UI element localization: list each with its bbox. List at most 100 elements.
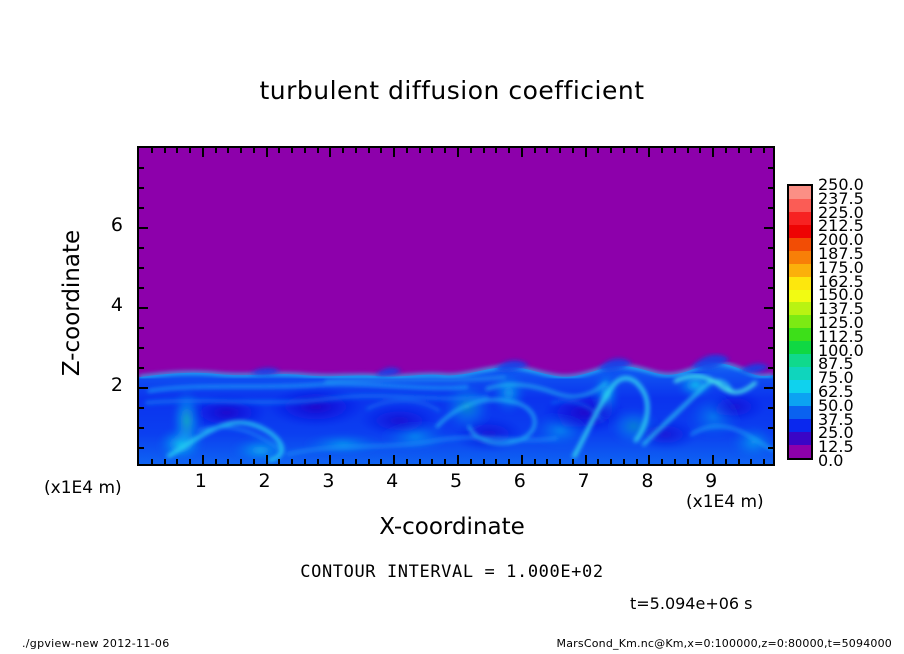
y-tick xyxy=(768,207,773,209)
y-tick-label: 6 xyxy=(110,214,123,236)
x-tick xyxy=(610,459,613,464)
x-tick-label: 3 xyxy=(322,470,335,492)
colorbar-tick-label: 237.5 xyxy=(818,188,864,208)
x-tick xyxy=(469,148,472,153)
y-tick xyxy=(139,247,144,249)
x-tick xyxy=(444,148,447,153)
x-tick-label: 2 xyxy=(258,470,271,492)
colorbar-tick-label: 175.0 xyxy=(818,257,864,277)
y-tick xyxy=(764,227,773,229)
y-tick xyxy=(768,267,773,269)
colorbar-tick-label: 225.0 xyxy=(818,202,864,222)
y-tick xyxy=(768,187,773,189)
turbulence-field-image xyxy=(139,148,773,464)
colorbar-band xyxy=(789,367,811,381)
y-tick xyxy=(139,407,144,409)
y-tick xyxy=(139,287,144,289)
x-tick xyxy=(750,148,753,153)
colorbar-band xyxy=(789,211,811,225)
y-tick xyxy=(139,307,148,309)
y-tick xyxy=(139,187,144,189)
x-tick-label: 4 xyxy=(386,470,399,492)
x-tick xyxy=(291,459,294,464)
x-tick xyxy=(533,148,536,153)
x-tick xyxy=(571,148,574,153)
colorbar-tick-label: 62.5 xyxy=(818,382,854,401)
y-tick xyxy=(768,287,773,289)
x-tick xyxy=(635,148,638,153)
page-title: turbulent diffusion coefficient xyxy=(259,76,645,105)
x-tick xyxy=(495,459,498,464)
x-tick xyxy=(405,148,408,153)
x-tick xyxy=(227,148,230,153)
x-tick xyxy=(712,455,715,464)
colorbar-band xyxy=(789,250,811,264)
x-tick xyxy=(610,148,613,153)
footer-command-label: ./gpview-new 2012-11-06 xyxy=(22,637,170,650)
colorbar-tick-label: 150.0 xyxy=(818,285,864,305)
x-tick xyxy=(150,148,153,153)
x-tick xyxy=(418,459,421,464)
x-tick xyxy=(444,459,447,464)
x-tick xyxy=(240,148,243,153)
x-tick-label: 1 xyxy=(194,470,207,492)
x-tick xyxy=(405,459,408,464)
x-tick xyxy=(763,459,766,464)
y-tick xyxy=(768,367,773,369)
y-tick xyxy=(768,327,773,329)
x-tick xyxy=(520,148,523,157)
y-tick xyxy=(768,407,773,409)
x-tick xyxy=(189,459,192,464)
x-tick xyxy=(367,459,370,464)
x-tick xyxy=(597,148,600,153)
colorbar-band xyxy=(789,444,811,458)
colorbar-band xyxy=(789,186,811,199)
x-tick-label: 9 xyxy=(705,470,718,492)
y-tick-label: 2 xyxy=(110,374,123,396)
colorbar-band xyxy=(789,418,811,432)
x-tick xyxy=(699,459,702,464)
x-tick xyxy=(699,148,702,153)
contour-plot-area[interactable] xyxy=(137,146,775,466)
x-tick xyxy=(252,459,255,464)
x-axis-unit-label: (x1E4 m) xyxy=(686,492,764,512)
x-tick xyxy=(737,459,740,464)
colorbar[interactable] xyxy=(787,184,813,460)
x-tick xyxy=(508,148,511,153)
y-tick xyxy=(764,307,773,309)
colorbar-tick-label: 100.0 xyxy=(818,340,864,360)
x-tick xyxy=(520,455,523,464)
colorbar-band xyxy=(789,393,811,406)
x-tick xyxy=(724,459,727,464)
x-tick xyxy=(252,148,255,153)
x-tick xyxy=(597,459,600,464)
x-tick xyxy=(750,459,753,464)
colorbar-band xyxy=(789,276,811,290)
colorbar-band xyxy=(789,354,811,368)
x-tick xyxy=(469,459,472,464)
x-tick xyxy=(265,148,268,157)
colorbar-tick-label: 187.5 xyxy=(818,244,864,263)
x-tick xyxy=(508,459,511,464)
colorbar-band xyxy=(789,224,811,238)
y-tick xyxy=(139,227,148,229)
x-tick-label: 6 xyxy=(513,470,526,492)
x-tick xyxy=(354,148,357,153)
x-tick xyxy=(163,459,166,464)
x-tick xyxy=(673,148,676,153)
x-tick xyxy=(559,459,562,464)
x-tick xyxy=(763,148,766,153)
x-tick xyxy=(265,455,268,464)
x-tick xyxy=(648,148,651,157)
y-tick-label: 4 xyxy=(110,294,123,316)
y-tick xyxy=(139,327,144,329)
x-tick xyxy=(342,148,345,153)
colorbar-band xyxy=(789,315,811,329)
x-tick xyxy=(559,148,562,153)
x-tick xyxy=(176,148,179,153)
x-tick xyxy=(431,459,434,464)
colorbar-tick-label: 75.0 xyxy=(818,368,854,388)
x-tick xyxy=(418,148,421,153)
x-tick xyxy=(163,148,166,153)
colorbar-tick-label: 50.0 xyxy=(818,395,854,415)
